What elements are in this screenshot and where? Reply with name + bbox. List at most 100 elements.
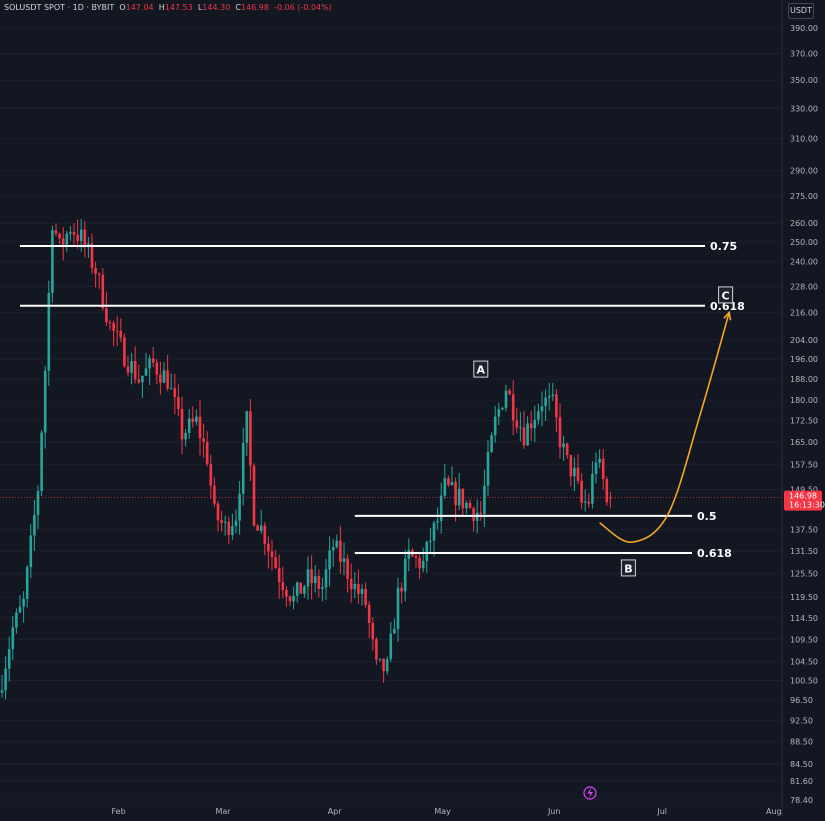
candle-body: [421, 561, 425, 569]
candle-body: [598, 458, 601, 463]
wave-label-box[interactable]: [620, 559, 636, 577]
price-tick-label: 119.50: [790, 593, 818, 602]
candle-body: [432, 522, 436, 541]
candle-body: [310, 569, 313, 583]
symbol-title[interactable]: SOLUSDT SPOT · 1D · BYBIT: [4, 3, 115, 12]
price-tick-label: 350.00: [790, 76, 818, 85]
price-tick-label: 196.00: [790, 355, 818, 364]
price-tick-label: 390.00: [790, 24, 818, 33]
flash-icon-ring: [583, 786, 597, 800]
candle-body: [396, 587, 400, 630]
candle-body: [123, 337, 126, 367]
candle-body: [33, 514, 36, 536]
candle-body: [15, 612, 18, 628]
candle-body: [288, 596, 292, 602]
time-tick-label: Aug: [766, 807, 782, 816]
candle-body: [270, 551, 274, 558]
candle-body: [544, 397, 547, 407]
candle-body: [583, 501, 587, 503]
price-tick-label: 92.50: [790, 716, 813, 725]
time-tick-label: Apr: [328, 807, 343, 816]
projection: [599, 310, 732, 543]
candle-body: [209, 464, 213, 486]
candle-body: [47, 292, 51, 371]
price-tick-label: 81.60: [790, 777, 813, 786]
candle-body: [450, 482, 454, 486]
candle-body: [389, 633, 393, 660]
candle-body: [400, 587, 403, 592]
candle-body: [306, 569, 310, 587]
price-tick-label: 310.00: [790, 135, 818, 144]
candle-body: [245, 411, 249, 443]
candle-body: [87, 243, 90, 246]
candle-body: [187, 418, 191, 433]
candle-body: [256, 525, 259, 531]
candle-body: [385, 659, 389, 672]
candle-body: [263, 525, 267, 544]
candle-body: [501, 407, 504, 410]
wave-label: C: [722, 289, 730, 302]
price-tick-label: 165.00: [790, 438, 818, 447]
candle-body: [508, 390, 511, 395]
open-label: O: [119, 3, 126, 12]
price-tick-label: 240.00: [790, 258, 818, 267]
projection-curve[interactable]: [599, 312, 730, 543]
price-tick-label: 149.50: [790, 485, 818, 494]
candle-body: [159, 374, 162, 383]
candle-body: [274, 557, 277, 568]
candle-body: [69, 232, 72, 234]
candle-body: [511, 394, 515, 421]
candle-body: [126, 366, 130, 373]
flash-icon-bolt: [587, 788, 593, 798]
candle-body: [339, 540, 342, 562]
candle-body: [472, 507, 475, 521]
close-value: 146.98: [240, 3, 269, 12]
symbol-header: SOLUSDT SPOT · 1D · BYBIT O147.04 H147.5…: [4, 3, 332, 12]
change-value: -0.06 (-0.04%): [274, 3, 332, 12]
candle-body: [299, 582, 303, 594]
candle-body: [51, 230, 54, 293]
wave-label-box[interactable]: [718, 286, 734, 304]
currency-unit-button[interactable]: USDT: [788, 3, 814, 19]
price-tick-label: 204.00: [790, 336, 818, 345]
candle-body: [609, 497, 612, 499]
candle-body: [324, 569, 328, 588]
high-label: H: [158, 3, 165, 12]
time-axis[interactable]: Feb Mar Apr May Jun Jul Aug: [112, 807, 782, 816]
candles: [0, 219, 782, 700]
price-tick-label: 330.00: [790, 105, 818, 114]
price-tick-label: 188.00: [790, 375, 818, 384]
candle-body: [486, 451, 490, 486]
candle-body: [133, 360, 137, 380]
candle-body: [79, 229, 83, 241]
candle-body: [162, 370, 166, 383]
price-tick-label: 131.50: [790, 547, 818, 556]
candle-body: [418, 557, 421, 569]
candle-body: [4, 668, 7, 691]
candle-body: [425, 541, 429, 562]
fib-level-label: 0.618: [697, 547, 732, 560]
candle-body: [144, 368, 148, 376]
candle-body: [105, 308, 108, 323]
candle-body: [504, 390, 508, 408]
price-axis[interactable]: 390.00 370.00 350.00 330.00 310.00 290.00 275.…: [781, 0, 825, 817]
wave-label-box[interactable]: [473, 360, 489, 378]
price-axis-background: [782, 0, 825, 817]
candle-body: [173, 388, 177, 398]
candle-body: [43, 370, 47, 433]
wave-labels: A B C: [473, 286, 734, 577]
time-tick-label: Mar: [215, 807, 231, 816]
flash-icon[interactable]: [583, 786, 597, 800]
candle-body: [547, 396, 551, 398]
candle-body: [522, 427, 526, 446]
wave-label: B: [624, 562, 632, 575]
price-badge-price: 146.98: [789, 492, 817, 501]
candle-body: [22, 598, 25, 607]
candle-body: [439, 495, 443, 522]
candle-body: [565, 443, 569, 456]
price-tick-label: 250.00: [790, 238, 818, 247]
candle-body: [403, 558, 407, 592]
candle-body: [587, 501, 591, 504]
candle-body: [303, 586, 306, 594]
